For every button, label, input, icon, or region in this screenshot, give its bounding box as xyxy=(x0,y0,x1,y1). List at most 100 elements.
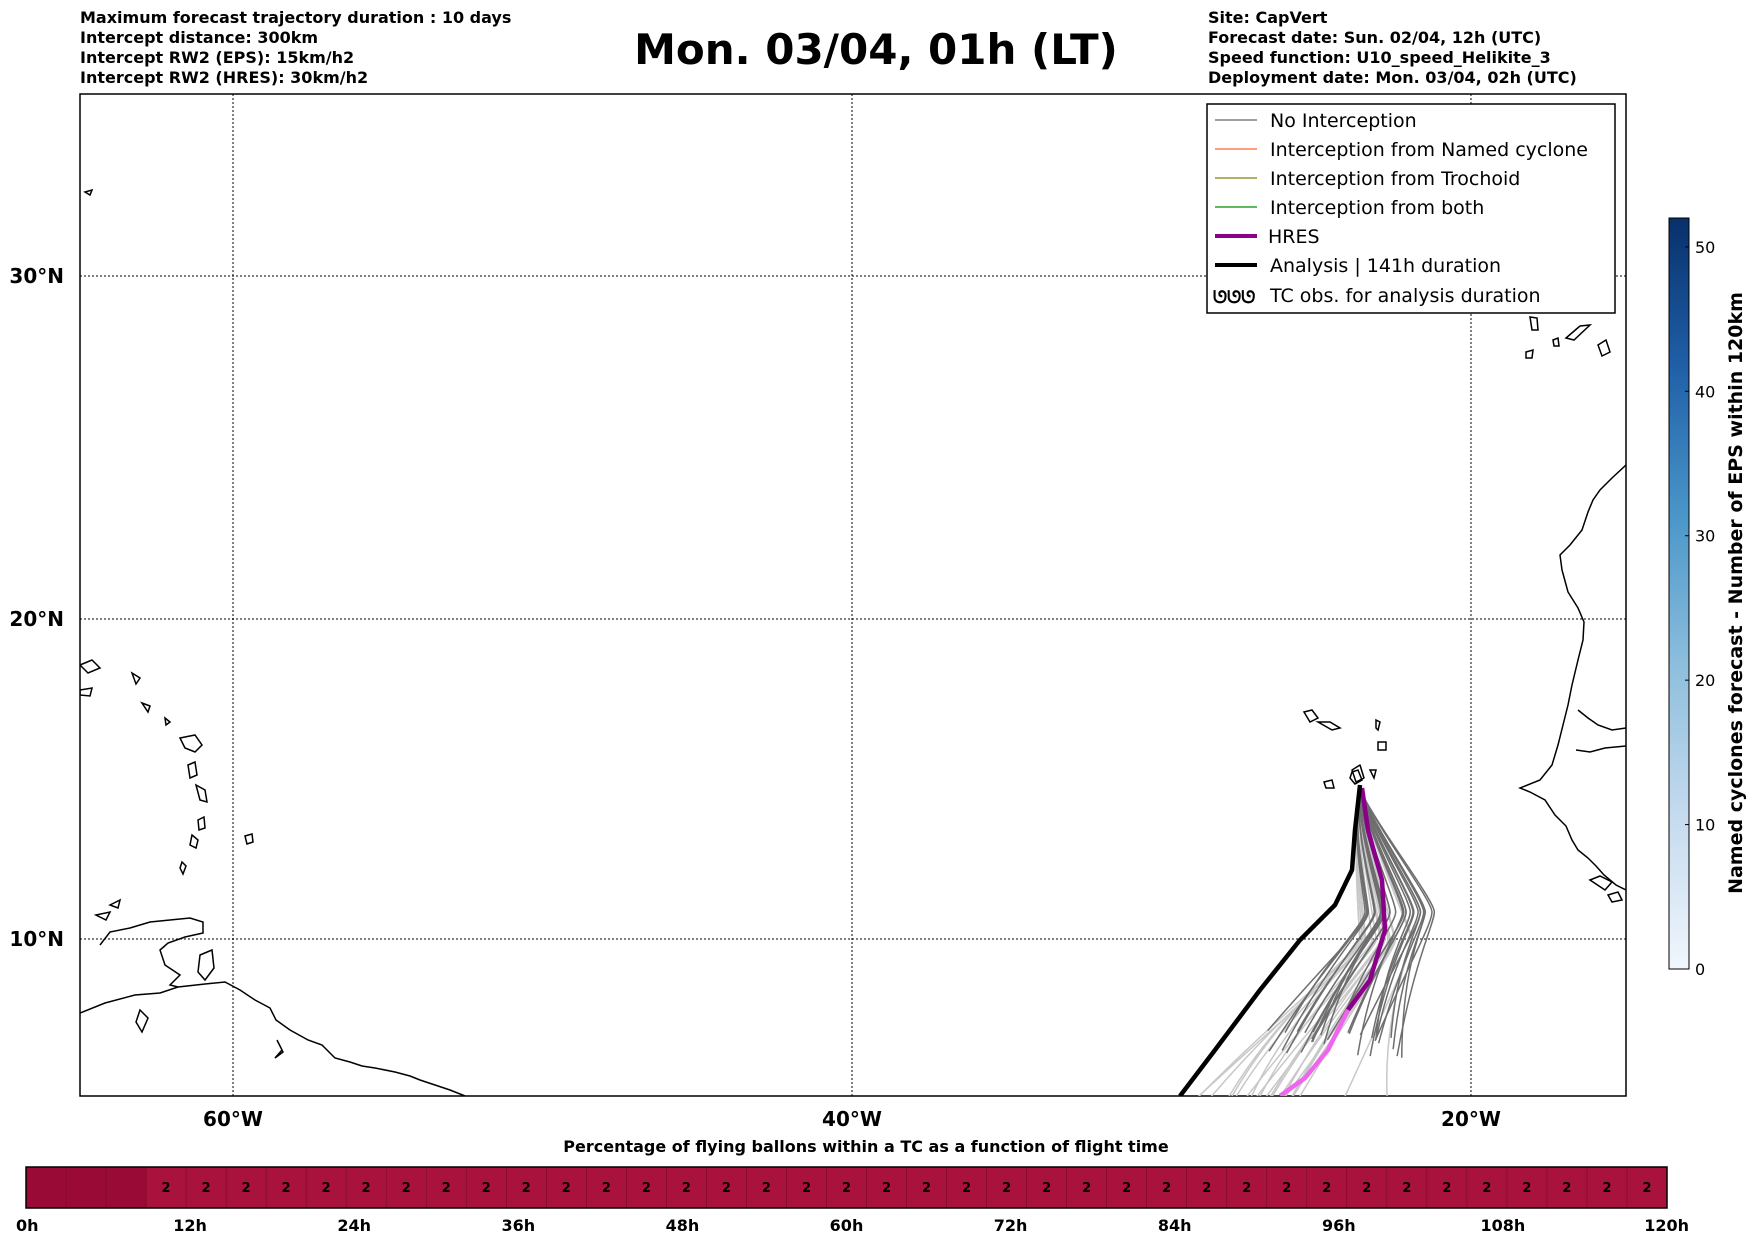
timeline-cell xyxy=(306,1167,347,1208)
timeline-cell-value: 2 xyxy=(522,1181,531,1196)
timeline: Percentage of flying ballons within a TC… xyxy=(16,1137,1689,1235)
timeline-cell-value: 2 xyxy=(602,1181,611,1196)
coastline-canary-island xyxy=(1525,348,1534,359)
timeline-cell xyxy=(226,1167,267,1208)
lon-axis-labels: 60°W 40°W 20°W xyxy=(203,1107,1501,1131)
tc-obs-icon: ᘎᘎᘎ xyxy=(1213,288,1255,308)
coastline-island xyxy=(179,860,187,876)
trajectory-analysis xyxy=(1178,784,1363,1096)
timeline-cell xyxy=(26,1167,67,1208)
coastline-caribbean-coast xyxy=(99,917,204,988)
timeline-cell-value: 2 xyxy=(1322,1181,1331,1196)
timeline-tick-label: 12h xyxy=(173,1216,207,1235)
timeline-cell-value: 2 xyxy=(1402,1181,1411,1196)
timeline-cell-value: 2 xyxy=(682,1181,691,1196)
timeline-cell-value: 2 xyxy=(482,1181,491,1196)
timeline-cell xyxy=(1506,1167,1548,1208)
timeline-cell xyxy=(466,1167,507,1208)
timeline-cell xyxy=(146,1167,187,1208)
header-left-line: Intercept distance: 300km xyxy=(80,28,319,47)
timeline-cell-value: 2 xyxy=(202,1181,211,1196)
timeline-cell xyxy=(866,1167,908,1208)
timeline-tick-label: 0h xyxy=(16,1216,39,1235)
legend-label: Analysis | 141h duration xyxy=(1270,255,1501,277)
timeline-cell-value: 2 xyxy=(1042,1181,1051,1196)
timeline-bar: 2 2 2 2 2 2 2 2 2 2 2 2 2 2 2 2 2 2 2 2 2 2 2 2 2 2 2 2 2 2 2 2 2 2 2 2 2 2 xyxy=(25,1167,1668,1208)
coastline-island xyxy=(140,701,151,714)
coastline-island xyxy=(93,910,112,922)
trajectory-eps-near xyxy=(1359,789,1433,1042)
timeline-cell xyxy=(386,1167,427,1208)
timeline-tick-label: 120h xyxy=(1644,1216,1689,1235)
legend-item: Interception from both xyxy=(1215,197,1484,219)
coastline-island xyxy=(130,671,142,686)
trajectory-eps-near xyxy=(1348,789,1407,1035)
coastline-islet xyxy=(135,1008,149,1034)
timeline-cell xyxy=(1186,1167,1228,1208)
timeline-tick-label: 36h xyxy=(501,1216,535,1235)
trajectory-eps-near xyxy=(1356,789,1404,1056)
coastline-bijagos xyxy=(1575,745,1626,753)
coastline-canary-island xyxy=(1552,336,1560,347)
timeline-cell xyxy=(1626,1167,1668,1208)
timeline-cell-value: 2 xyxy=(1482,1181,1491,1196)
timeline-cell-value: 2 xyxy=(1162,1181,1171,1196)
timeline-cell xyxy=(1586,1167,1628,1208)
timeline-cell-value: 2 xyxy=(1002,1181,1011,1196)
timeline-cell xyxy=(1346,1167,1388,1208)
timeline-cell-value: 2 xyxy=(402,1181,411,1196)
coastline-cape-verde-island xyxy=(1315,721,1342,731)
coastline-west-africa xyxy=(1517,464,1626,891)
launch-site-coastline xyxy=(1351,764,1365,783)
legend-label: HRES xyxy=(1268,226,1320,248)
trajectory-layer xyxy=(1178,764,1436,1096)
timeline-cell xyxy=(1386,1167,1428,1208)
legend-label: Interception from Trochoid xyxy=(1270,168,1520,190)
timeline-cell xyxy=(66,1167,107,1208)
page-title: Mon. 03/04, 01h (LT) xyxy=(634,25,1118,74)
timeline-cell xyxy=(546,1167,587,1208)
header-left-line: Intercept RW2 (HRES): 30km/h2 xyxy=(80,68,369,87)
timeline-cell xyxy=(786,1167,827,1208)
header-left-info: Maximum forecast trajectory duration : 1… xyxy=(80,8,511,88)
timeline-cell xyxy=(266,1167,307,1208)
timeline-cell xyxy=(826,1167,868,1208)
legend: No Interception Interception from Named … xyxy=(1206,103,1616,314)
timeline-cell-value: 2 xyxy=(642,1181,651,1196)
timeline-cell xyxy=(1066,1167,1108,1208)
timeline-cell-value: 2 xyxy=(282,1181,291,1196)
colorbar-label: Named cyclones forecast - Number of EPS … xyxy=(1725,292,1747,894)
timeline-cell-value: 2 xyxy=(1202,1181,1211,1196)
coastline-island xyxy=(194,783,208,804)
header-right-line: Deployment date: Mon. 03/04, 02h (UTC) xyxy=(1208,68,1577,87)
timeline-cell-value: 2 xyxy=(442,1181,451,1196)
colorbar-scale xyxy=(1668,217,1690,970)
colorbar-tick-label: 50 xyxy=(1695,238,1715,257)
timeline-tick-label: 60h xyxy=(830,1216,864,1235)
trajectory-eps-near xyxy=(1359,789,1415,1057)
timeline-cell-value: 2 xyxy=(802,1181,811,1196)
trajectory-hres-late xyxy=(1278,1008,1351,1096)
timeline-cell xyxy=(1546,1167,1588,1208)
coastline-island xyxy=(80,659,102,674)
timeline-cell xyxy=(426,1167,467,1208)
timeline-cell xyxy=(666,1167,707,1208)
coastline-canary-island xyxy=(1597,338,1611,358)
coastline-island xyxy=(108,898,122,909)
timeline-cell xyxy=(1266,1167,1308,1208)
lon-label: 20°W xyxy=(1441,1107,1501,1131)
timeline-cell xyxy=(906,1167,948,1208)
legend-item: Interception from Trochoid xyxy=(1215,168,1520,190)
legend-label: TC obs. for analysis duration xyxy=(1269,285,1541,307)
header-left-line: Maximum forecast trajectory duration : 1… xyxy=(80,8,512,27)
trajectory-eps-near xyxy=(1359,789,1426,1050)
colorbar-tick-label: 10 xyxy=(1695,816,1715,835)
timeline-cell xyxy=(986,1167,1028,1208)
trajectory-eps-near xyxy=(1359,789,1436,1057)
lon-label: 60°W xyxy=(203,1107,263,1131)
timeline-cell-value: 2 xyxy=(1442,1181,1451,1196)
timeline-cell xyxy=(1226,1167,1268,1208)
timeline-tick-label: 84h xyxy=(1158,1216,1192,1235)
timeline-tick-label: 96h xyxy=(1322,1216,1356,1235)
